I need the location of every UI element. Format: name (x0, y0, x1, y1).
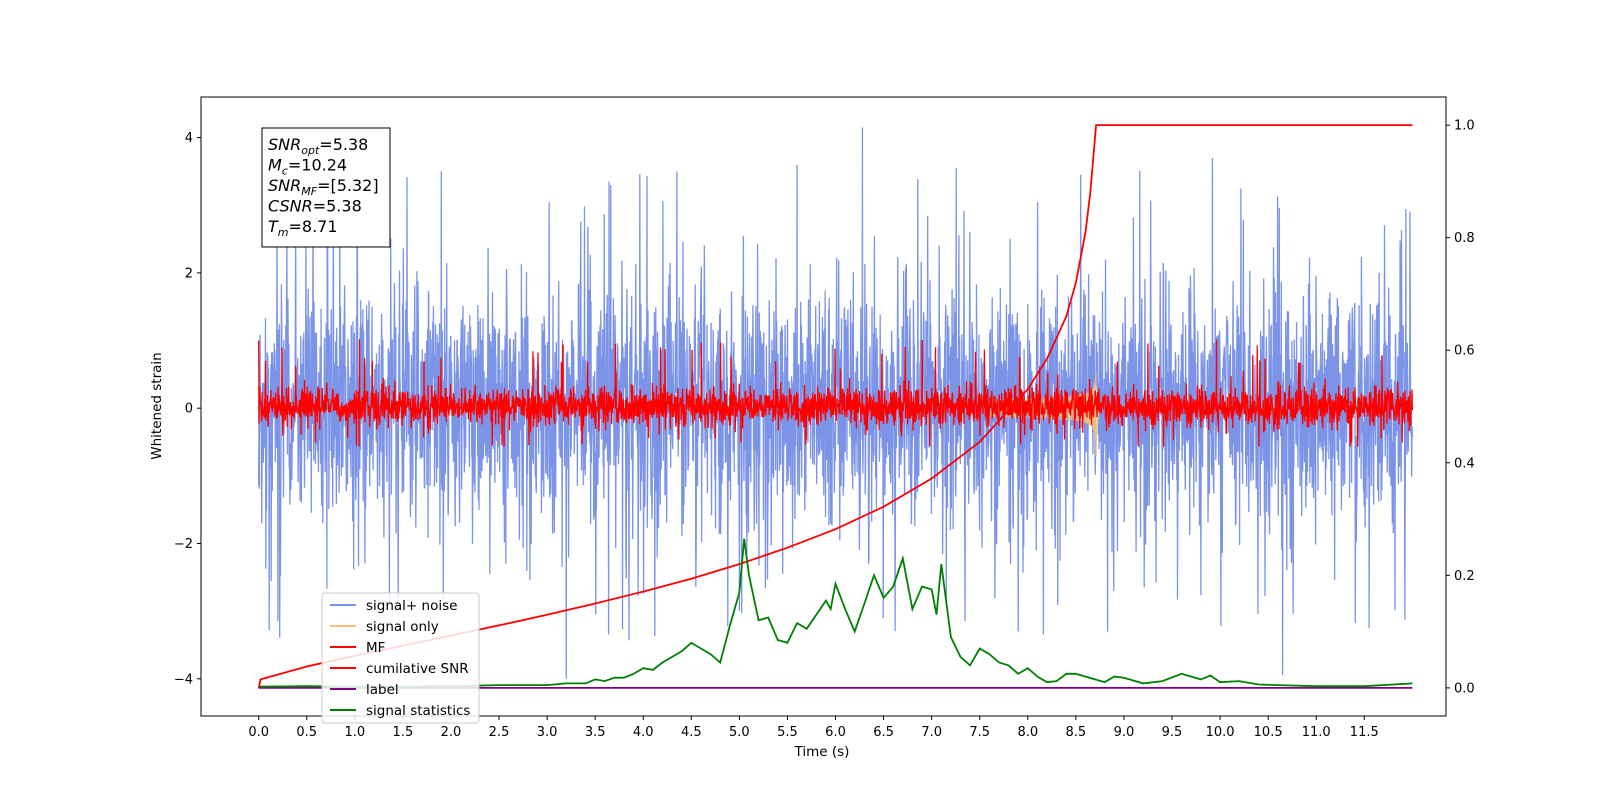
x-axis: 0.0 0.5 1.0 1.5 2.0 2.5 3.0 3.5 4.0 4.5 5.0 5.5 6.0 6… (248, 716, 1379, 740)
info-box: SNRopt=5.38Mc=10.24SNRMF=[5.32]CSNR=5.38… (261, 127, 391, 248)
x-tick-label: 5.0 (729, 725, 750, 740)
info-box-line: SNRMF=[5.32] (268, 176, 379, 198)
info-box-frame (261, 127, 391, 248)
yr-tick-label: 0.8 (1454, 231, 1475, 246)
y-tick-label: 4 (185, 131, 193, 146)
info-box-line: CSNR=5.38 (268, 197, 362, 216)
x-tick-label: 0.0 (248, 725, 269, 740)
x-tick-label: 7.5 (969, 725, 990, 740)
legend-label: signal statistics (366, 703, 470, 719)
legend: signal+ noise signal only MF cumilative SNR… (321, 592, 480, 724)
yr-tick-label: 0.4 (1454, 456, 1475, 471)
x-tick-label: 0.5 (296, 725, 317, 740)
signal-statistics-line (258, 538, 1413, 688)
y-tick-label: −2 (174, 537, 193, 552)
legend-label: label (366, 682, 399, 698)
legend-label: signal only (366, 619, 439, 635)
y-tick-label: −4 (174, 672, 193, 687)
mf-line (258, 338, 1414, 448)
y-axis-left: −4 −2 0 2 4 (174, 131, 201, 687)
x-tick-label: 1.0 (344, 725, 365, 740)
legend-label: signal+ noise (366, 598, 457, 614)
info-box-line: SNRopt=5.38 (268, 135, 368, 157)
yr-tick-label: 0.0 (1454, 681, 1475, 696)
legend-frame (321, 592, 480, 724)
x-tick-label: 8.0 (1017, 725, 1038, 740)
info-box-line: Tm=8.71 (268, 217, 338, 239)
x-tick-label: 2.5 (489, 725, 510, 740)
x-tick-label: 3.5 (585, 725, 606, 740)
yr-tick-label: 0.6 (1454, 344, 1475, 359)
x-tick-label: 6.5 (873, 725, 894, 740)
y-axis-label: Whitened strain (149, 352, 165, 459)
x-tick-label: 7.0 (921, 725, 942, 740)
legend-label: cumilative SNR (366, 661, 469, 677)
x-tick-label: 11.0 (1302, 725, 1331, 740)
x-tick-label: 10.0 (1206, 725, 1235, 740)
yr-tick-label: 1.0 (1454, 119, 1475, 134)
x-tick-label: 8.5 (1066, 725, 1087, 740)
x-tick-label: 1.5 (393, 725, 414, 740)
x-tick-label: 4.5 (681, 725, 702, 740)
x-tick-label: 10.5 (1254, 725, 1283, 740)
y-tick-label: 2 (185, 266, 193, 281)
legend-label: MF (366, 640, 385, 656)
signal-noise-line (258, 127, 1414, 679)
axes-frame (200, 96, 1447, 717)
x-tick-label: 6.0 (825, 725, 846, 740)
x-tick-label: 5.5 (777, 725, 798, 740)
x-tick-label: 9.5 (1162, 725, 1183, 740)
y-tick-label: 0 (185, 402, 193, 417)
info-box-line: Mc=10.24 (268, 156, 347, 178)
yr-tick-label: 0.2 (1454, 569, 1475, 584)
x-tick-label: 4.0 (633, 725, 654, 740)
x-tick-label: 3.0 (537, 725, 558, 740)
x-tick-label: 2.0 (441, 725, 462, 740)
x-tick-label: 11.5 (1350, 725, 1379, 740)
x-axis-label: Time (s) (794, 744, 850, 760)
x-tick-label: 9.0 (1114, 725, 1135, 740)
y-axis-right: 0.0 0.2 0.4 0.6 0.8 1.0 (1446, 119, 1475, 696)
